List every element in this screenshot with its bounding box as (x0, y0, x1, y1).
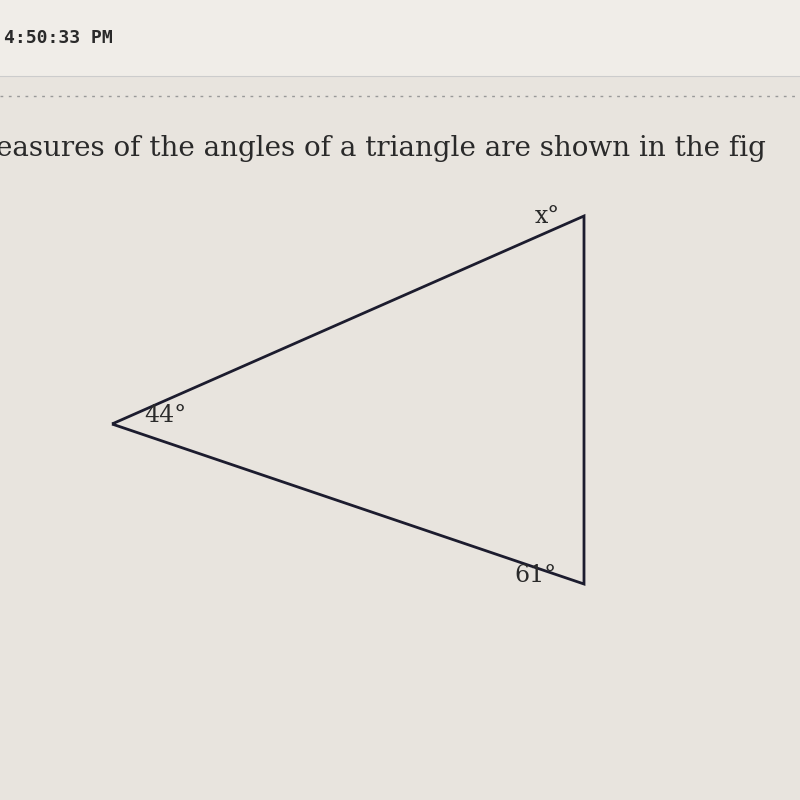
Text: 4:50:33 PM: 4:50:33 PM (4, 29, 113, 47)
Text: 44°: 44° (144, 405, 186, 427)
Text: 61°: 61° (514, 564, 556, 587)
Text: x°: x° (535, 205, 560, 228)
Text: easures of the angles of a triangle are shown in the fig: easures of the angles of a triangle are … (0, 134, 766, 162)
FancyBboxPatch shape (0, 0, 800, 76)
